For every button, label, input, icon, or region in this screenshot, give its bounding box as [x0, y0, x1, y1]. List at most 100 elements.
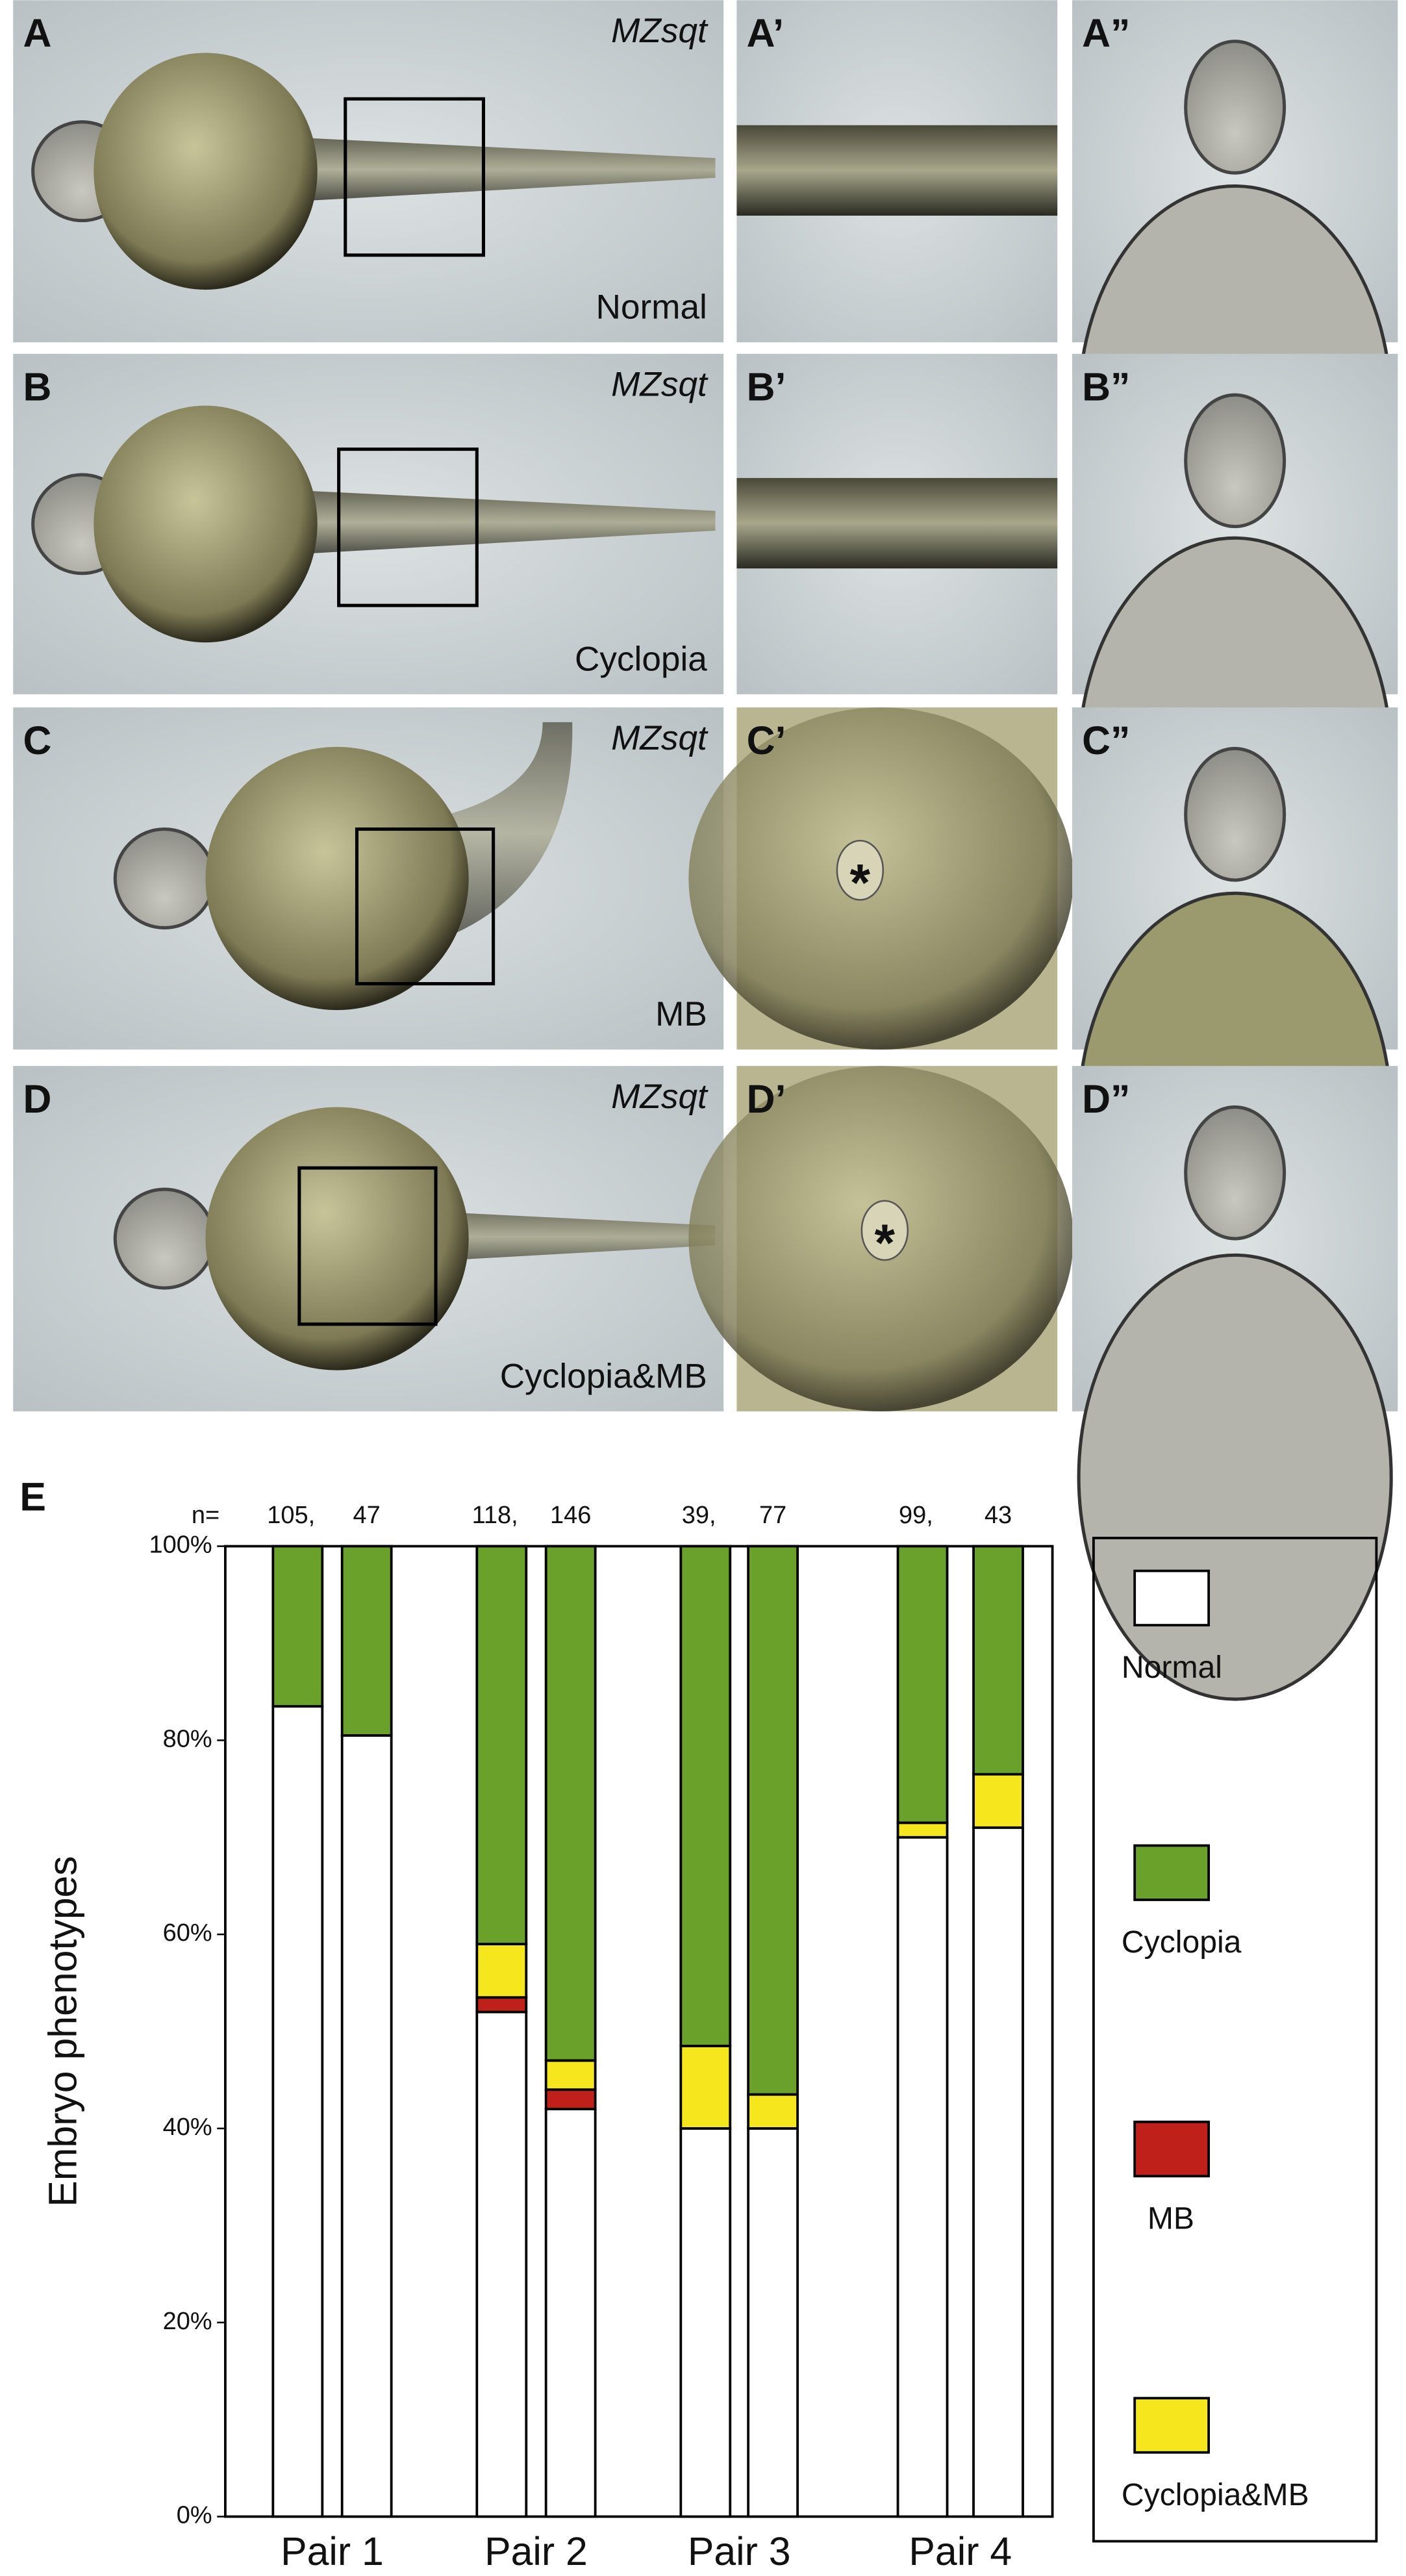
n-label: 43 [985, 1502, 1012, 1529]
n-label: 105, [267, 1502, 315, 1529]
bar-segment [747, 1545, 799, 2096]
panel-label: B [23, 364, 51, 409]
n-label: 99, [899, 1502, 933, 1529]
bar-segment [544, 2059, 597, 2091]
lesion [836, 839, 885, 901]
embryo-yolk [205, 1107, 469, 1370]
x-tick-label: Pair 1 [281, 2529, 384, 2573]
zoom-box [337, 448, 479, 607]
asterisk: * [875, 1214, 896, 1272]
panel-label: C [23, 718, 51, 763]
head [1184, 1105, 1287, 1241]
legend-swatch [1133, 2397, 1211, 2454]
x-tick-label: Pair 3 [688, 2529, 791, 2573]
panel-label: E [19, 1475, 46, 1519]
panel-label: A’ [747, 11, 784, 55]
lesion [860, 1200, 909, 1261]
bar-segment [972, 1826, 1024, 2518]
asterisk: * [850, 854, 871, 913]
n-label: 118, [472, 1502, 518, 1529]
bar-segment [896, 1545, 949, 1825]
bar-segment [972, 1545, 1024, 1776]
panel-label: A [23, 11, 51, 55]
n-label: 47 [353, 1502, 381, 1529]
bar-segment [475, 1545, 528, 1945]
n-label: 39, [682, 1502, 716, 1529]
y-tick-label: 20% [163, 2308, 212, 2335]
bar-segment [271, 1705, 324, 2518]
y-tick-label: 100% [149, 1532, 212, 1559]
panel-label: D” [1082, 1077, 1130, 1121]
zoom-box [344, 97, 485, 257]
bar-segment [544, 2088, 597, 2110]
head [1184, 393, 1287, 529]
y-tick-label: 0% [177, 2502, 212, 2529]
bar-segment [896, 1821, 949, 1839]
strain-label: MZsqt [611, 365, 709, 403]
legend-label: Cyclopia&MB [1122, 2477, 1309, 2512]
panel-label: D [23, 1077, 51, 1121]
legend-frame [1092, 1536, 1378, 2543]
zoom-box [297, 1166, 438, 1326]
photo-panels: A A’ A” MZsqt Normal B B’ B” MZsqt Cyclopia C * C’ C”… [13, 0, 1398, 1701]
y-tick-label: 40% [163, 2114, 212, 2141]
bar-segment [340, 1734, 393, 2518]
panel-label: C” [1082, 718, 1130, 763]
phenotype-label: Cyclopia&MB [500, 1357, 707, 1395]
phenotype-label: MB [655, 995, 707, 1033]
panel-label: D’ [747, 1077, 786, 1121]
embryo-head [113, 1187, 216, 1290]
legend-label: Normal [1122, 1650, 1222, 1685]
embryo-yolk [205, 746, 469, 1011]
bar-segment [679, 1545, 732, 2047]
panel-label: B’ [747, 364, 786, 409]
embryo-yolk [94, 53, 318, 290]
panel-label: C’ [747, 718, 786, 763]
y-tick-label: 80% [163, 1725, 212, 1752]
strain-label: MZsqt [611, 1078, 709, 1116]
bar-segment [340, 1545, 393, 1737]
legend-label: MB [1148, 2201, 1194, 2236]
phenotype-label: Cyclopia [575, 640, 707, 678]
phenotype-label: Normal [596, 288, 707, 326]
y-tick-label: 60% [163, 1919, 212, 1947]
bar-segment [475, 1996, 528, 2014]
legend-swatch [1133, 2120, 1211, 2178]
embryo-head [113, 827, 216, 929]
embryo-tail [246, 488, 716, 557]
embryo-yolk [94, 405, 318, 643]
bar-segment [679, 2127, 732, 2518]
head-yolk [1077, 1253, 1393, 1701]
n-label: 77 [759, 1502, 786, 1529]
zoom-box [355, 827, 496, 986]
bar-segment [679, 2045, 732, 2130]
zoom-tail [736, 125, 1058, 216]
n-label: 146 [550, 1502, 591, 1529]
plot-frame [224, 1545, 1054, 2518]
legend-swatch [1133, 1844, 1211, 1901]
panel-label: A” [1082, 11, 1130, 55]
legend-label: Cyclopia [1122, 1925, 1242, 1960]
bar-segment [544, 1545, 597, 2062]
bar-segment [475, 2010, 528, 2518]
x-tick-label: Pair 4 [909, 2529, 1012, 2573]
legend-swatch [1133, 1569, 1211, 1626]
bar-segment [544, 2108, 597, 2518]
chart: E 0% 20% 40% 60% 80% 100% Embryo phenotypes n= 10… [19, 1475, 1378, 2573]
x-tick-label: Pair 2 [484, 2529, 588, 2573]
panel-label: B” [1082, 364, 1130, 409]
bar-segment [747, 2127, 799, 2518]
bar-segment [972, 1773, 1024, 1829]
n-prefix: n= [192, 1502, 220, 1529]
strain-label: MZsqt [611, 12, 709, 50]
head [1184, 746, 1287, 882]
bar-segment [271, 1545, 324, 1708]
embryo-tail [246, 134, 716, 205]
y-axis-label: Embryo phenotypes [40, 1856, 84, 2206]
bar-segment [475, 1943, 528, 1999]
bar-segment [896, 1836, 949, 2518]
bar-segment [747, 2093, 799, 2130]
strain-label: MZsqt [611, 719, 709, 757]
zoom-tail [736, 477, 1058, 569]
